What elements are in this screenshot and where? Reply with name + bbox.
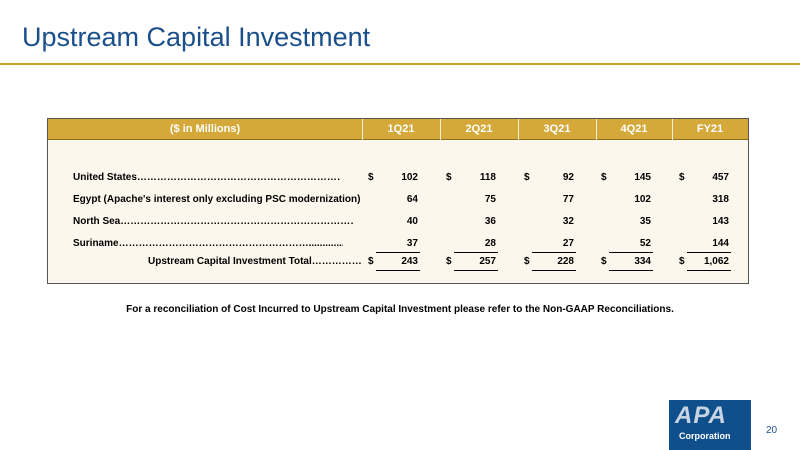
currency-symbol: $: [446, 256, 452, 267]
cell-value: 102: [401, 172, 418, 183]
header-col-fy21: FY21: [696, 123, 724, 135]
total-underline: [687, 270, 731, 271]
cell-value: 40: [406, 216, 418, 227]
currency-symbol: $: [679, 256, 685, 267]
header-separator: [672, 119, 673, 140]
subtotal-underline: [532, 252, 576, 253]
header-col-4q21: 4Q21: [620, 123, 648, 135]
cell-value: 64: [406, 194, 418, 205]
cell-value: 144: [712, 238, 729, 249]
header-col-2q21: 2Q21: [465, 123, 493, 135]
table-row: North Sea……………………………………………………………………….. 4…: [48, 213, 748, 231]
cell-value: 32: [562, 216, 574, 227]
header-units-label: ($ in Millions): [169, 123, 241, 135]
total-value: 243: [401, 256, 418, 267]
cell-value: 37: [406, 238, 418, 249]
total-underline: [454, 270, 498, 271]
subtotal-underline: [376, 252, 420, 253]
table-row: Suriname………………………………………………….............…: [48, 235, 748, 253]
cell-value: 28: [484, 238, 496, 249]
apa-corporation-logo: APA Corporation: [669, 400, 751, 450]
cell-value: 318: [712, 194, 729, 205]
reconciliation-footnote: For a reconciliation of Cost Incurred to…: [126, 304, 674, 315]
cell-value: 35: [639, 216, 651, 227]
subtotal-underline: [687, 252, 731, 253]
header-separator: [596, 119, 597, 140]
total-value: 334: [634, 256, 651, 267]
currency-symbol: $: [601, 172, 607, 183]
header-col-3q21: 3Q21: [543, 123, 571, 135]
cell-value: 52: [639, 238, 651, 249]
cell-value: 457: [712, 172, 729, 183]
row-label: United States……………………………………………………………....…: [73, 172, 341, 183]
total-value: 228: [557, 256, 574, 267]
logo-subtitle: Corporation: [679, 431, 731, 441]
cell-value: 102: [634, 194, 651, 205]
row-label: Suriname………………………………………………….............…: [73, 238, 343, 249]
total-value: 1,062: [703, 256, 729, 267]
header-col-1q21: 1Q21: [387, 123, 415, 135]
total-underline: [609, 270, 653, 271]
page-number: 20: [766, 425, 778, 436]
table-total-row: Upstream Capital Investment Total…………… $…: [48, 253, 748, 271]
currency-symbol: $: [601, 256, 607, 267]
header-separator: [362, 119, 363, 140]
currency-symbol: $: [524, 172, 530, 183]
currency-symbol: $: [368, 172, 374, 183]
table-row: Egypt (Apache's interest only excluding …: [48, 191, 748, 209]
row-label: North Sea………………………………………………………………………..: [73, 216, 353, 227]
title-divider: [0, 63, 800, 65]
slide-title: Upstream Capital Investment: [22, 22, 371, 52]
subtotal-underline: [454, 252, 498, 253]
table-row: United States……………………………………………………………....…: [48, 169, 748, 187]
currency-symbol: $: [368, 256, 374, 267]
cell-value: 75: [484, 194, 496, 205]
cell-value: 36: [484, 216, 496, 227]
row-label: Egypt (Apache's interest only excluding …: [73, 194, 361, 205]
capital-investment-table: ($ in Millions) 1Q21 2Q21 3Q21 4Q21 FY21…: [47, 118, 749, 284]
header-separator: [440, 119, 441, 140]
currency-symbol: $: [446, 172, 452, 183]
logo-wordmark: APA: [675, 402, 727, 429]
total-underline: [532, 270, 576, 271]
cell-value: 118: [479, 172, 496, 183]
subtotal-underline: [609, 252, 653, 253]
total-label: Upstream Capital Investment Total……………: [148, 256, 362, 267]
cell-value: 143: [712, 216, 729, 227]
cell-value: 27: [562, 238, 574, 249]
cell-value: 77: [562, 194, 574, 205]
cell-value: 92: [562, 172, 574, 183]
total-value: 257: [479, 256, 496, 267]
table-header: ($ in Millions) 1Q21 2Q21 3Q21 4Q21 FY21: [48, 119, 748, 140]
currency-symbol: $: [524, 256, 530, 267]
currency-symbol: $: [679, 172, 685, 183]
total-underline: [376, 270, 420, 271]
header-separator: [518, 119, 519, 140]
cell-value: 145: [634, 172, 651, 183]
